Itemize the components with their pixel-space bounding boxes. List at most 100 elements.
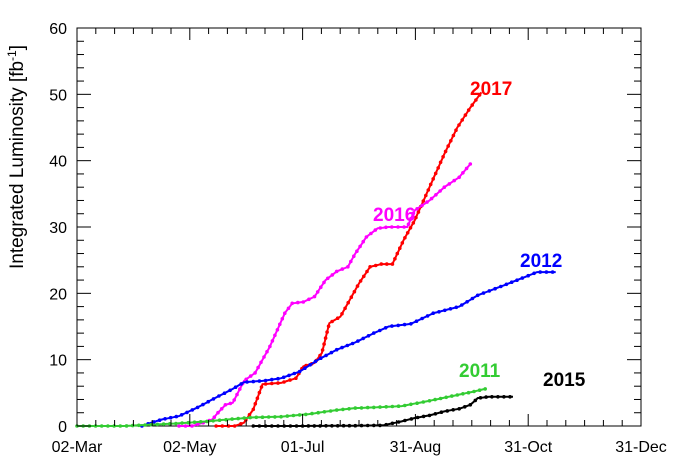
data-point	[460, 303, 464, 307]
data-point	[174, 414, 179, 419]
data-point	[341, 423, 346, 428]
data-point	[478, 396, 483, 400]
data-point	[461, 392, 465, 396]
y-tick-label: 60	[49, 21, 67, 38]
data-point	[352, 254, 356, 258]
data-point	[308, 363, 313, 367]
data-point	[415, 415, 420, 420]
data-point	[473, 398, 478, 403]
data-point	[477, 93, 482, 97]
data-point	[253, 371, 257, 375]
data-point	[286, 306, 291, 311]
data-point	[515, 278, 519, 283]
series-2011	[75, 387, 488, 428]
data-point	[373, 263, 378, 268]
data-point	[282, 380, 286, 384]
data-point	[472, 389, 476, 394]
data-point	[443, 149, 448, 154]
data-point	[168, 415, 173, 420]
data-point	[493, 286, 497, 291]
data-point	[461, 171, 465, 175]
data-point	[143, 423, 147, 427]
data-point	[322, 280, 326, 285]
data-point	[390, 262, 395, 266]
data-point	[177, 424, 181, 428]
data-point	[390, 225, 394, 229]
data-point	[313, 359, 318, 364]
data-point	[212, 415, 217, 420]
data-point	[130, 423, 135, 428]
data-point	[190, 424, 194, 428]
data-point	[279, 414, 283, 419]
data-point	[475, 293, 480, 298]
data-point	[306, 424, 311, 428]
data-point	[330, 273, 335, 277]
data-point	[532, 271, 536, 276]
data-point	[425, 200, 429, 204]
data-point	[239, 382, 243, 386]
data-point	[161, 422, 166, 426]
data-point	[265, 349, 269, 354]
data-point	[444, 395, 449, 400]
data-point	[454, 128, 458, 132]
data-point	[179, 413, 184, 417]
data-point	[508, 395, 512, 399]
data-point	[416, 210, 421, 214]
data-point	[373, 228, 378, 232]
data-point	[262, 355, 266, 359]
data-point	[205, 419, 209, 424]
data-point	[270, 339, 275, 343]
data-point	[345, 343, 350, 348]
data-point	[409, 216, 413, 221]
data-point	[383, 326, 388, 330]
data-point	[442, 185, 447, 189]
data-point	[324, 353, 328, 358]
data-point	[455, 393, 460, 397]
data-point	[340, 312, 344, 316]
data-point	[349, 295, 354, 300]
data-point	[398, 246, 402, 250]
data-point	[350, 341, 355, 346]
data-point	[248, 374, 253, 378]
data-point	[446, 144, 451, 148]
data-point	[137, 423, 141, 428]
data-point	[427, 413, 432, 418]
x-tick-label: 31-Dec	[615, 439, 667, 456]
data-point	[526, 273, 530, 278]
data-point	[254, 415, 259, 420]
data-point	[490, 395, 494, 399]
data-point	[452, 178, 457, 183]
data-point	[276, 424, 280, 428]
data-point	[245, 380, 249, 384]
data-point	[361, 239, 366, 244]
data-point	[362, 274, 366, 279]
x-tick-label: 01-Jul	[281, 439, 325, 456]
data-point	[439, 410, 444, 415]
data-point	[315, 290, 320, 294]
data-point	[260, 415, 265, 420]
series-label-2012: 2012	[520, 251, 562, 272]
data-point	[163, 417, 167, 421]
data-point	[451, 133, 456, 138]
data-point	[242, 416, 246, 420]
data-point	[322, 410, 327, 414]
data-point	[247, 412, 252, 417]
data-point	[415, 401, 419, 406]
data-point	[483, 387, 488, 391]
data-point	[403, 403, 407, 408]
x-tick-label: 02-Mar	[52, 439, 103, 456]
data-point	[415, 207, 419, 211]
data-point	[470, 296, 475, 301]
data-point	[253, 402, 258, 406]
data-point	[257, 390, 262, 395]
data-point	[438, 189, 442, 193]
data-point	[434, 193, 438, 197]
data-point	[211, 419, 215, 423]
data-point	[228, 388, 232, 393]
data-point	[477, 388, 482, 393]
data-point	[276, 381, 280, 385]
data-point	[361, 336, 366, 341]
data-point	[251, 407, 256, 412]
data-point	[335, 316, 340, 321]
